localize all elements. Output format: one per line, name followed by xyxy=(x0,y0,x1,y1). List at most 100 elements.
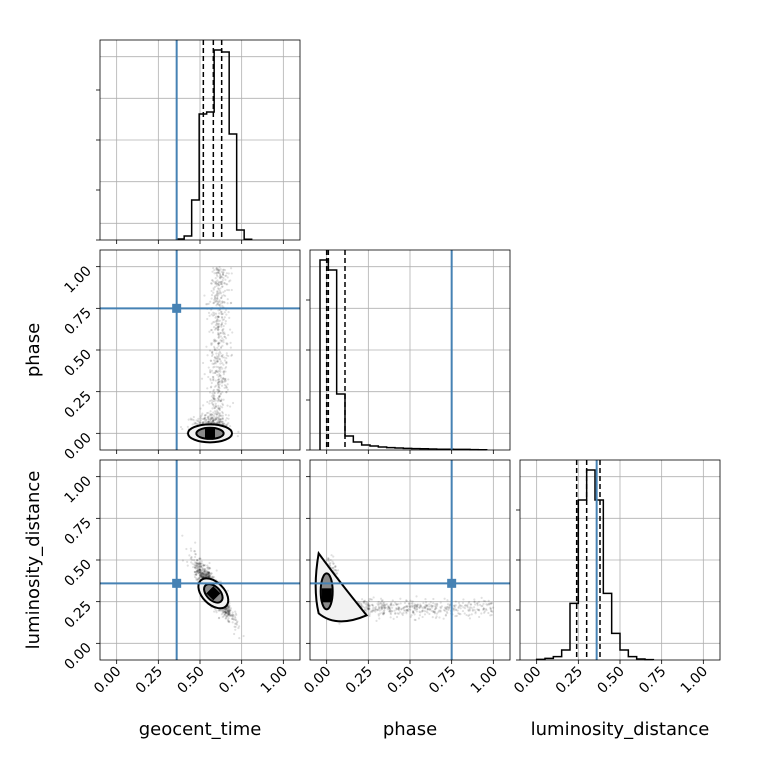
sample-point xyxy=(211,279,214,282)
sample-point xyxy=(217,380,220,384)
sample-point xyxy=(213,345,216,349)
sample-point xyxy=(382,612,385,615)
sample-point xyxy=(197,571,200,575)
sample-point xyxy=(394,612,397,615)
sample-point xyxy=(458,612,461,616)
sample-point xyxy=(383,607,386,610)
sample-point xyxy=(207,416,210,419)
sample-point xyxy=(227,613,231,617)
sample-point xyxy=(405,605,408,609)
sample-point xyxy=(217,380,221,384)
sample-point xyxy=(220,420,223,424)
sample-point xyxy=(382,612,386,615)
sample-point xyxy=(222,318,226,321)
sample-point xyxy=(367,607,370,610)
y-tick-label: 0.50 xyxy=(61,557,94,590)
sample-point xyxy=(405,608,408,612)
sample-point xyxy=(483,611,486,614)
sample-point xyxy=(405,599,408,602)
sample-point xyxy=(231,611,234,614)
hist-frame xyxy=(309,249,511,451)
sample-point xyxy=(428,605,431,608)
x-tick-label: 0.25 xyxy=(553,664,586,697)
sample-point xyxy=(197,569,200,573)
sample-point xyxy=(208,419,212,422)
sample-point xyxy=(218,348,221,351)
sample-point xyxy=(221,379,224,383)
sample-point xyxy=(226,383,229,386)
sample-point xyxy=(218,299,221,302)
sample-point xyxy=(218,272,222,275)
sample-point xyxy=(229,346,232,349)
sample-point xyxy=(462,598,465,601)
sample-point xyxy=(235,622,238,625)
sample-point xyxy=(202,404,205,407)
sample-point xyxy=(202,564,206,567)
sample-point xyxy=(217,324,221,328)
sample-point xyxy=(396,607,399,610)
sample-point xyxy=(222,398,225,401)
sample-point xyxy=(228,606,231,610)
sample-point xyxy=(468,600,471,604)
sample-point xyxy=(224,365,228,369)
sample-point xyxy=(203,572,206,575)
scatter-points xyxy=(179,266,240,438)
sample-point xyxy=(445,607,448,610)
sample-point xyxy=(473,608,476,612)
sample-point xyxy=(230,354,233,357)
sample-point xyxy=(209,370,212,373)
sample-point xyxy=(209,421,212,424)
sample-point xyxy=(214,362,217,365)
sample-point xyxy=(361,604,364,607)
sample-point xyxy=(222,610,225,613)
sample-point xyxy=(376,602,379,605)
sample-point xyxy=(221,423,224,426)
sample-point xyxy=(221,271,224,274)
sample-point xyxy=(452,607,456,611)
sample-point xyxy=(227,422,230,425)
sample-point xyxy=(218,283,221,287)
y-tick-label: 0.25 xyxy=(61,388,94,421)
sample-point xyxy=(220,310,223,313)
sample-point xyxy=(221,420,225,423)
sample-point xyxy=(212,411,215,414)
sample-point xyxy=(217,404,220,407)
sample-point xyxy=(215,268,219,271)
sample-point xyxy=(465,605,469,608)
sample-point xyxy=(368,604,371,607)
sample-point xyxy=(490,613,493,617)
sample-point xyxy=(379,601,382,604)
sample-point xyxy=(227,333,230,337)
sample-point xyxy=(210,572,213,575)
sample-point xyxy=(386,608,389,611)
sample-point xyxy=(215,405,218,408)
sample-point xyxy=(457,606,460,609)
sample-point xyxy=(237,626,240,630)
sample-point xyxy=(476,602,479,605)
sample-point xyxy=(218,303,221,307)
x-tick-label: 0.75 xyxy=(426,664,459,697)
sample-point xyxy=(202,421,205,425)
sample-point xyxy=(198,572,201,575)
sample-point xyxy=(225,272,228,275)
sample-point xyxy=(212,403,215,406)
sample-point xyxy=(221,344,224,347)
sample-point xyxy=(212,576,216,579)
sample-point xyxy=(382,610,385,613)
sample-point xyxy=(195,571,198,574)
sample-point xyxy=(213,391,216,394)
sample-point xyxy=(201,422,204,425)
sample-point xyxy=(216,302,220,306)
sample-point xyxy=(218,389,221,393)
sample-point xyxy=(488,603,491,606)
sample-point xyxy=(217,269,220,272)
sample-point xyxy=(212,266,215,270)
sample-point xyxy=(405,599,408,602)
sample-point xyxy=(480,605,483,608)
sample-point xyxy=(220,398,223,401)
sample-point xyxy=(368,608,371,611)
sample-point xyxy=(207,571,210,574)
sample-point xyxy=(434,604,437,607)
sample-point xyxy=(212,291,215,294)
sample-point xyxy=(374,608,377,611)
